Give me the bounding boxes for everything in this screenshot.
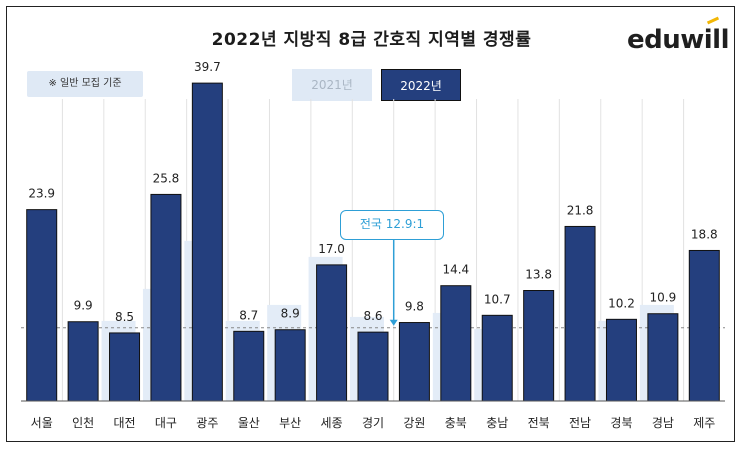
category-label: 세종	[321, 416, 343, 430]
data-label: 13.8	[525, 268, 552, 282]
category-label: 전남	[569, 416, 591, 430]
bar-2022	[274, 329, 306, 402]
data-label: 8.9	[281, 307, 300, 321]
bar-chart: 23.9 9.9 8.5 25.8 39.7 8.7 8.9 17.0 8.6 9.8 14.4 10…	[21, 60, 725, 430]
data-label: 10.7	[484, 292, 511, 306]
bar-2022	[481, 314, 513, 402]
bar-2022	[316, 264, 348, 402]
data-label: 21.8	[567, 203, 594, 217]
national-average-callout: 전국 12.9:1	[340, 210, 444, 240]
bar-2022	[67, 321, 99, 402]
data-label: 23.9	[28, 187, 55, 201]
bar-2022	[109, 332, 141, 402]
category-label: 충북	[445, 416, 467, 430]
category-label: 부산	[279, 416, 301, 430]
category-label: 광주	[196, 416, 218, 430]
bar-2022	[523, 290, 555, 402]
chart-frame: 2022년 지방직 8급 간호직 지역별 경쟁률 eduwill ※ 일반 모집…	[6, 6, 735, 442]
bar-2022	[357, 331, 389, 402]
category-label: 서울	[31, 416, 53, 430]
category-label: 울산	[238, 416, 260, 430]
category-label: 인천	[72, 415, 94, 430]
callout-arrow-head	[389, 319, 398, 326]
category-label: 경기	[362, 416, 384, 430]
category-label: 대구	[155, 416, 177, 430]
bar-2022	[398, 322, 430, 402]
category-label: 전북	[528, 416, 550, 430]
chart-title: 2022년 지방직 8급 간호직 지역별 경쟁률	[211, 30, 532, 50]
data-label: 8.5	[115, 310, 134, 324]
data-label: 18.8	[691, 227, 718, 241]
legend-2021: 2021년	[292, 69, 372, 101]
eduwill-logo: eduwill	[627, 25, 730, 55]
bar-2022	[233, 330, 265, 402]
data-label: 14.4	[442, 263, 469, 277]
category-label: 강원	[403, 416, 425, 430]
category-label: 충남	[486, 416, 508, 430]
bar-2022	[605, 318, 637, 402]
category-label: 경남	[652, 416, 674, 430]
bar-2022	[26, 209, 58, 402]
note-badge: ※ 일반 모집 기준	[27, 71, 143, 97]
data-label: 10.2	[608, 296, 635, 310]
data-label: 9.9	[74, 299, 93, 313]
data-label: 8.7	[239, 308, 258, 322]
bar-2022	[564, 225, 596, 402]
bar-2022	[191, 82, 223, 402]
data-label: 17.0	[318, 242, 345, 256]
bar-2022	[688, 249, 720, 402]
legend-2022: 2022년	[381, 69, 461, 101]
bar-2022	[150, 193, 182, 402]
bar-2022	[647, 313, 679, 402]
data-label: 9.8	[405, 300, 424, 314]
bar-2022	[440, 285, 472, 402]
category-label: 대전	[113, 416, 135, 430]
data-label: 10.9	[650, 291, 677, 305]
data-label: 39.7	[194, 60, 221, 74]
category-label: 제주	[693, 416, 715, 430]
data-label: 8.6	[363, 309, 382, 323]
data-label: 25.8	[153, 171, 180, 185]
category-label: 경북	[610, 416, 632, 430]
